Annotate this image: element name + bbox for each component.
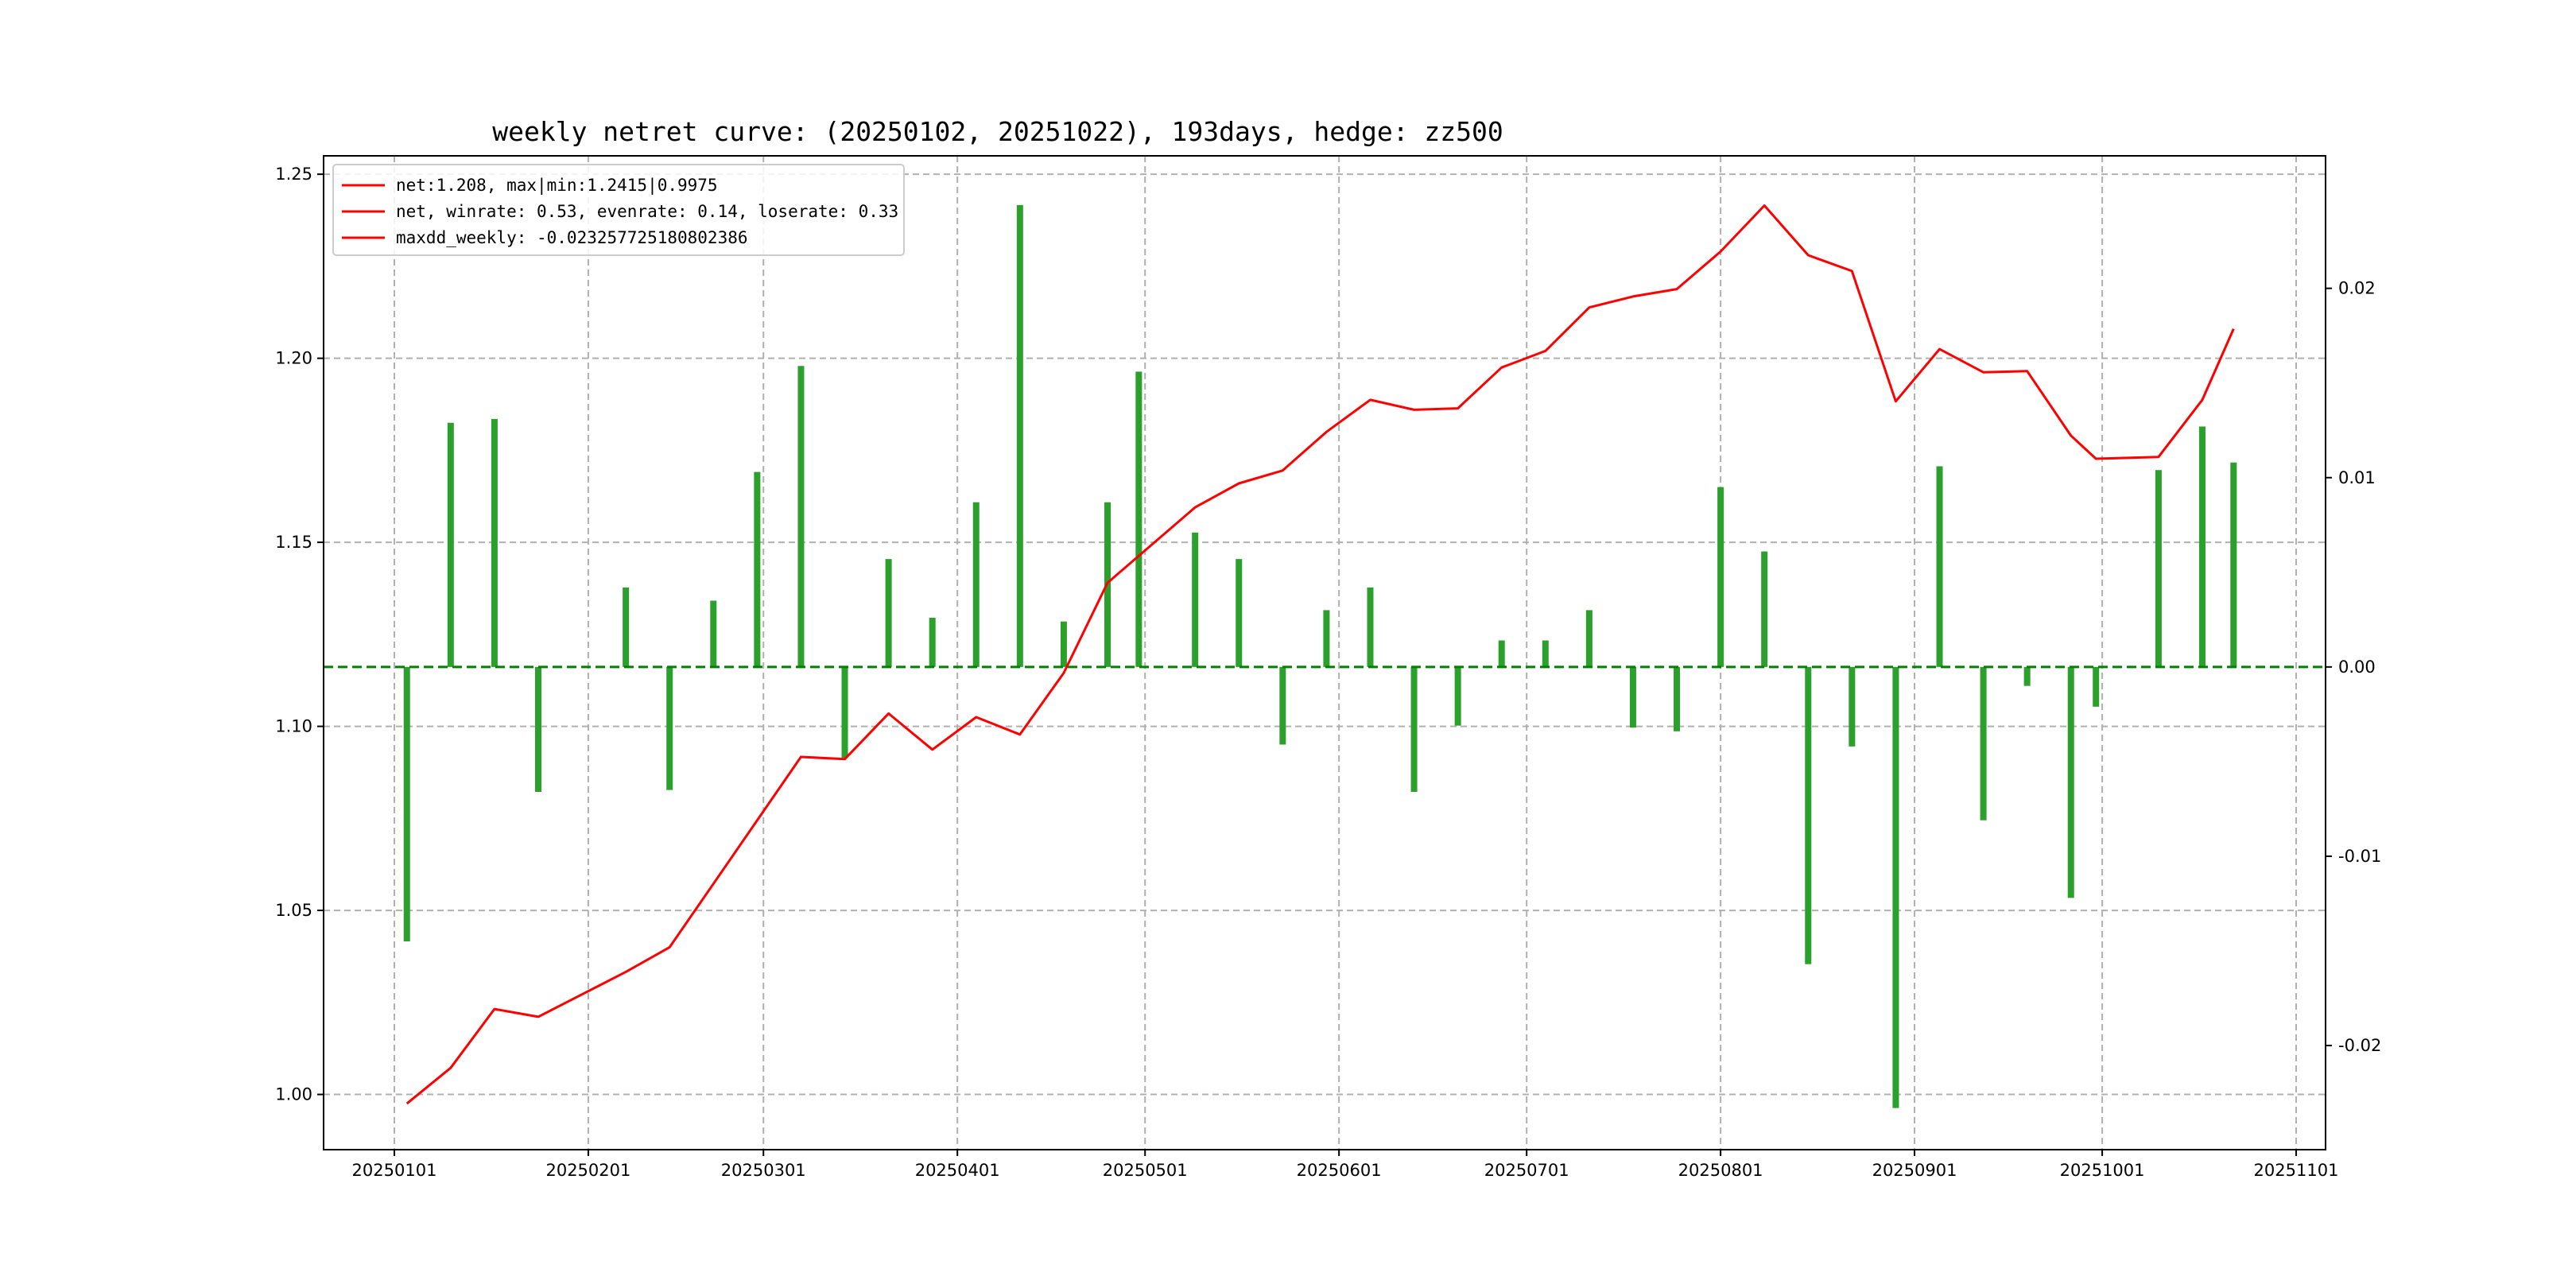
weekly-return-bar-23 [1454, 666, 1461, 726]
legend-label-1: net:1.208, max|min:1.2415|0.9975 [396, 176, 718, 196]
x-tick-label-5: 20250601 [1297, 1161, 1382, 1180]
weekly-return-bar-6 [710, 600, 717, 667]
y-right-tick-label-1: -0.01 [2338, 847, 2381, 866]
weekly-return-bar-20 [1323, 610, 1330, 667]
y-left-tick-label-4: 1.20 [275, 349, 312, 368]
weekly-return-bar-22 [1410, 666, 1418, 792]
legend-box [332, 164, 905, 256]
weekly-return-bar-32 [1849, 666, 1856, 747]
y-left-tick-label-3: 1.15 [275, 533, 312, 552]
weekly-return-bar-40 [2198, 426, 2206, 667]
weekly-return-bar-3 [534, 666, 541, 792]
weekly-return-bar-14 [1060, 621, 1067, 667]
weekly-return-bar-5 [666, 666, 673, 790]
legend: net:1.208, max|min:1.2415|0.9975 net, wi… [332, 164, 905, 256]
x-tick-label-9: 20251001 [2060, 1161, 2145, 1180]
weekly-return-bar-27 [1629, 666, 1636, 728]
weekly-return-bar-18 [1236, 559, 1243, 667]
legend-label-2: net, winrate: 0.53, evenrate: 0.14, lose… [396, 202, 898, 221]
weekly-return-bar-9 [841, 666, 848, 758]
x-tick-label-4: 20250501 [1103, 1161, 1188, 1180]
weekly-return-bar-2 [491, 418, 498, 667]
weekly-return-bar-11 [929, 617, 936, 667]
weekly-return-bar-39 [2155, 470, 2162, 667]
weekly-return-bar-34 [1936, 466, 1943, 667]
x-axis: 20250101 20250201 20250301 20250401 20250501… [352, 1150, 2339, 1180]
x-tick-label-6: 20250701 [1484, 1161, 1569, 1180]
weekly-return-bar-10 [885, 559, 892, 667]
x-tick-label-10: 20251101 [2254, 1161, 2339, 1180]
weekly-return-bar-33 [1892, 666, 1899, 1108]
weekly-return-bar-4 [623, 587, 630, 667]
legend-label-3: maxdd_weekly: -0.023257725180802386 [396, 228, 748, 247]
weekly-return-bar-0 [403, 666, 410, 942]
x-tick-label-8: 20250901 [1872, 1161, 1957, 1180]
y-right-tick-label-4: 0.02 [2338, 279, 2376, 298]
weekly-return-bar-17 [1192, 532, 1199, 667]
weekly-return-bar-19 [1279, 666, 1286, 745]
weekly-return-bar-29 [1717, 487, 1724, 667]
weekly-return-bar-31 [1805, 666, 1812, 964]
y-right-tick-label-3: 0.01 [2338, 468, 2376, 487]
weekly-return-bar-7 [754, 471, 761, 667]
weekly-return-bar-41 [2230, 462, 2237, 667]
x-tick-label-0: 20250101 [352, 1161, 437, 1180]
weekly-return-bar-28 [1674, 666, 1681, 731]
weekly-return-bar-30 [1761, 551, 1768, 667]
y-left-tick-label-1: 1.05 [275, 901, 312, 920]
y-left-tick-label-2: 1.10 [275, 717, 312, 736]
chart-title: weekly netret curve: (20250102, 20251022… [492, 116, 1503, 147]
weekly-return-bar-13 [1016, 204, 1023, 667]
y-right-tick-label-2: 0.00 [2338, 658, 2376, 677]
weekly-return-bar-37 [2067, 666, 2074, 898]
weekly-return-bar-26 [1585, 610, 1593, 667]
x-tick-label-3: 20250401 [915, 1161, 1000, 1180]
net-curve-series [405, 204, 2235, 1105]
weekly-return-bar-21 [1367, 587, 1374, 667]
y-axis-right: -0.02 -0.01 0.00 0.01 0.02 [2326, 279, 2381, 1055]
weekly-return-bar-38 [2093, 666, 2100, 707]
weekly-return-bar-8 [797, 366, 805, 667]
weekly-return-bar-12 [972, 502, 980, 667]
x-tick-label-1: 20250201 [545, 1161, 630, 1180]
weekly-return-bar-25 [1542, 640, 1549, 667]
weekly-return-bar-35 [1980, 666, 1987, 821]
x-tick-label-2: 20250301 [721, 1161, 806, 1180]
y-left-tick-label-0: 1.00 [275, 1085, 312, 1104]
weekly-return-bar-16 [1135, 371, 1143, 667]
y-left-tick-label-5: 1.25 [275, 165, 312, 184]
x-tick-label-7: 20250801 [1678, 1161, 1763, 1180]
y-right-tick-label-0: -0.02 [2338, 1036, 2381, 1055]
net-curve-line [405, 204, 2235, 1105]
y-axis-left: 1.00 1.05 1.10 1.15 1.20 1.25 [275, 165, 324, 1104]
weekly-return-bar-24 [1498, 640, 1505, 667]
weekly-return-bar-36 [2023, 666, 2031, 686]
weekly-return-bar-1 [447, 422, 454, 667]
plot-frame [323, 155, 2326, 1150]
